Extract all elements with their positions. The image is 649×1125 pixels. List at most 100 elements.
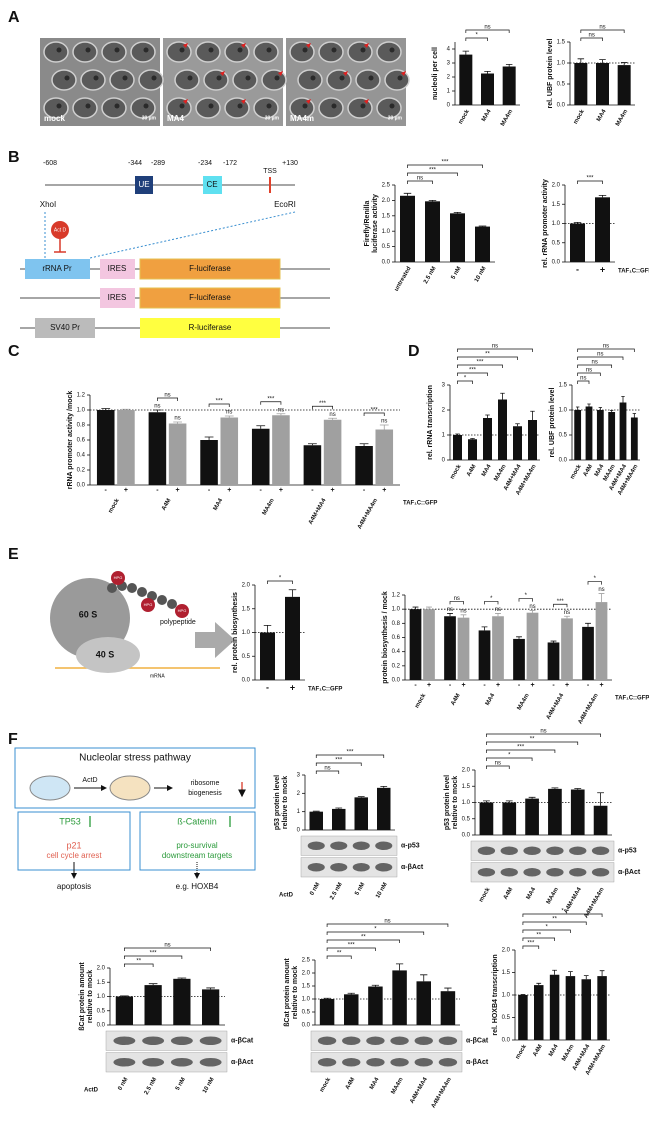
nucleolus bbox=[179, 103, 185, 109]
bar bbox=[596, 63, 609, 105]
error-bar bbox=[380, 785, 388, 788]
blot-band bbox=[375, 862, 393, 872]
error-bar bbox=[575, 406, 580, 410]
significance-label: ** bbox=[530, 737, 535, 743]
series-label: - bbox=[587, 682, 590, 689]
error-bar bbox=[574, 788, 582, 790]
y-tick-label: 1.5 bbox=[559, 383, 568, 389]
blot-label: α-p53 bbox=[401, 843, 420, 850]
x-tick-label: A4M bbox=[503, 887, 515, 901]
y-axis-label: p53 protein level bbox=[444, 775, 451, 830]
bar bbox=[492, 616, 504, 680]
y-tick-label: 1.0 bbox=[392, 607, 401, 613]
error-bar bbox=[312, 810, 320, 812]
significance-bracket bbox=[208, 403, 230, 407]
significance-bracket bbox=[486, 749, 556, 753]
error-bar bbox=[347, 992, 355, 995]
bar bbox=[547, 642, 560, 680]
x-tick-label: mock bbox=[573, 108, 586, 125]
construct-label: F-luciferase bbox=[189, 293, 231, 302]
bar bbox=[528, 420, 537, 460]
error-bar bbox=[276, 413, 286, 416]
error-bar bbox=[101, 408, 111, 410]
blot-band bbox=[330, 841, 348, 851]
hpg-label: HPG bbox=[114, 575, 123, 580]
x-tick-label: A4M+MA4 bbox=[409, 1076, 429, 1105]
x-tick-label: mock bbox=[515, 1043, 528, 1060]
outcome-label: apoptosis bbox=[57, 882, 91, 891]
significance-label: ns bbox=[484, 25, 490, 31]
nucleolus bbox=[64, 75, 70, 81]
position-label: -344 bbox=[128, 160, 142, 167]
error-bar bbox=[462, 50, 470, 55]
cell bbox=[72, 97, 98, 119]
significance-label: ns bbox=[529, 604, 535, 610]
series-label: - bbox=[156, 487, 159, 494]
significance-label: ** bbox=[361, 935, 366, 941]
error-bar bbox=[357, 796, 365, 798]
cell bbox=[43, 41, 69, 63]
cell bbox=[224, 41, 250, 63]
x-tick-label: 5 nM bbox=[175, 1077, 187, 1092]
error-bar bbox=[598, 407, 603, 410]
significance-bracket bbox=[553, 603, 568, 608]
blot-band bbox=[330, 862, 348, 872]
y-tick-label: 1.0 bbox=[242, 630, 251, 636]
hpg-label: HPG bbox=[178, 608, 187, 613]
significance-bracket bbox=[315, 762, 362, 766]
y-tick-label: 1.0 bbox=[559, 408, 568, 414]
x-tick-label: MA4m bbox=[390, 1077, 404, 1096]
error-bar bbox=[587, 403, 591, 407]
error-bar bbox=[599, 59, 606, 63]
y-tick-label: 0.5 bbox=[242, 654, 251, 660]
significance-label: ns bbox=[164, 943, 170, 949]
y-tick-label: 1 bbox=[297, 809, 301, 815]
significance-label: * bbox=[525, 593, 528, 599]
y-axis-label: rRNA promoter activity /mock bbox=[67, 391, 74, 490]
position-label: -289 bbox=[151, 160, 165, 167]
error-bar bbox=[412, 606, 419, 610]
blot-band bbox=[307, 862, 325, 872]
actd-icon bbox=[51, 221, 69, 239]
x-tick-label: MA4 bbox=[485, 692, 497, 707]
construct-label: IRES bbox=[108, 293, 127, 302]
y-axis-label: ßCat protein amount bbox=[79, 962, 86, 1031]
y-axis-label: protein biosynthesis / mock bbox=[382, 591, 389, 684]
significance-label: *** bbox=[429, 168, 437, 174]
series-label: - bbox=[483, 682, 486, 689]
significance-bracket bbox=[465, 37, 488, 41]
bar bbox=[309, 811, 323, 830]
nucleolus bbox=[302, 103, 308, 109]
x-tick-label: mock bbox=[108, 497, 121, 514]
nucleolus bbox=[143, 103, 149, 109]
bar bbox=[502, 802, 517, 835]
micrograph-label: mock bbox=[44, 114, 65, 123]
x-tick-label: MA4m bbox=[500, 109, 514, 128]
error-bar bbox=[256, 425, 266, 429]
bar bbox=[468, 439, 477, 460]
error-bar bbox=[528, 796, 536, 799]
significance-label: *** bbox=[335, 758, 343, 764]
significance-label: * bbox=[545, 925, 548, 931]
significance-label: *** bbox=[267, 396, 275, 402]
error-bar bbox=[564, 615, 570, 619]
significance-bracket bbox=[486, 733, 601, 737]
cell bbox=[101, 41, 127, 63]
bar bbox=[115, 996, 133, 1025]
y-tick-label: 0.0 bbox=[97, 1023, 106, 1029]
significance-bracket bbox=[580, 29, 625, 33]
cell bbox=[195, 41, 221, 63]
blot-band bbox=[477, 846, 496, 856]
y-tick-label: 1 bbox=[442, 433, 446, 439]
significance-label: * bbox=[561, 909, 564, 915]
y-axis-label: rel. UBF protein level bbox=[547, 38, 554, 108]
cell bbox=[203, 69, 229, 91]
y-tick-label: 0 bbox=[447, 103, 451, 109]
error-bar bbox=[426, 606, 432, 610]
significance-bracket bbox=[587, 581, 602, 585]
rluc-box bbox=[140, 318, 280, 338]
significance-bracket bbox=[407, 172, 458, 176]
bar bbox=[597, 976, 607, 1040]
y-tick-label: 2 bbox=[447, 75, 451, 81]
y-axis-label: rel. UBF protein level bbox=[549, 387, 556, 457]
